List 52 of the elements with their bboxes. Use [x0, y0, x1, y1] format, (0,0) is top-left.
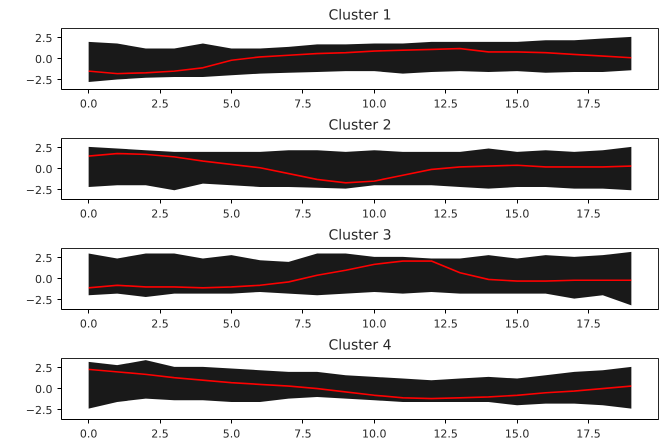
y-tick-label: 0.0	[35, 383, 53, 396]
x-tick-label: 12.5	[433, 98, 458, 110]
x-tick-label: 10.0	[362, 428, 387, 440]
y-tick-label: 2.5	[35, 142, 53, 156]
x-tick-label: 7.5	[294, 98, 312, 110]
x-tick-label: 10.0	[362, 98, 387, 110]
x-tick-label: 17.5	[576, 208, 601, 220]
x-tick-label: 2.5	[151, 428, 169, 440]
chart-title: Cluster 3	[328, 228, 392, 244]
x-tick-label: 17.5	[576, 428, 601, 440]
x-tick-label: 10.0	[362, 318, 387, 330]
y-tick-label: 0.0	[35, 163, 53, 176]
x-tick-label: 12.5	[433, 208, 458, 220]
x-tick-label: 12.5	[433, 428, 458, 440]
x-tick-label: 15.0	[504, 428, 530, 440]
x-tick-label: 15.0	[504, 98, 530, 110]
chart-title: Cluster 4	[328, 338, 392, 354]
y-tick-label: −2.5	[26, 184, 53, 197]
x-tick-label: 15.0	[504, 318, 530, 330]
x-tick-label: 17.5	[576, 318, 601, 330]
x-tick-label: 5.0	[222, 318, 240, 330]
x-tick-label: 17.5	[576, 98, 601, 110]
y-tick-label: 2.5	[35, 362, 53, 376]
chart-title: Cluster 1	[328, 8, 392, 24]
line-series	[88, 260, 632, 289]
y-tick-label: 2.5	[35, 32, 53, 46]
y-tick-label: −2.5	[26, 294, 53, 307]
line-series	[88, 152, 632, 184]
x-tick-label: 10.0	[362, 208, 387, 220]
y-tick-label: 2.5	[35, 252, 53, 266]
x-tick-label: 0.0	[80, 428, 98, 440]
x-tick-label: 5.0	[222, 428, 240, 440]
line-series	[88, 368, 632, 400]
y-tick-label: −2.5	[26, 404, 53, 417]
x-tick-label: 2.5	[151, 208, 169, 220]
x-tick-label: 7.5	[294, 428, 312, 440]
y-tick-label: 0.0	[35, 273, 53, 286]
x-tick-label: 2.5	[151, 98, 169, 110]
x-tick-label: 7.5	[294, 208, 312, 220]
x-tick-label: 5.0	[222, 98, 240, 110]
x-tick-label: 0.0	[80, 318, 98, 330]
x-tick-label: 0.0	[80, 208, 98, 220]
line-series	[88, 48, 632, 74]
x-tick-label: 2.5	[151, 318, 169, 330]
y-tick-label: 0.0	[35, 53, 53, 66]
x-tick-label: 5.0	[222, 208, 240, 220]
x-tick-label: 7.5	[294, 318, 312, 330]
chart-title: Cluster 2	[328, 118, 392, 134]
y-tick-label: −2.5	[26, 74, 53, 87]
x-tick-label: 15.0	[504, 208, 530, 220]
x-tick-label: 0.0	[80, 98, 98, 110]
x-tick-label: 12.5	[433, 318, 458, 330]
